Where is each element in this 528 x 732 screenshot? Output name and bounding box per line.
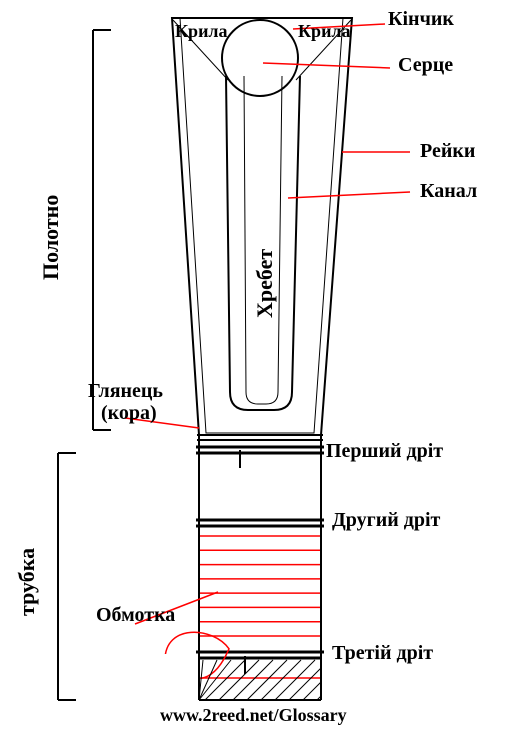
- label-blade-vertical: Полотно: [38, 195, 64, 280]
- heart-circle: [222, 20, 298, 96]
- label-tube-vertical: трубка: [14, 548, 40, 616]
- hatch-line: [199, 660, 217, 700]
- blade-inner-outline: [180, 18, 343, 433]
- label-wire-2: Другий дріт: [332, 509, 440, 531]
- label-spine-vertical: Хребет: [252, 249, 278, 318]
- label-wings-right: Крила: [298, 22, 351, 42]
- leader-canal: [288, 192, 410, 198]
- label-canal: Канал: [420, 180, 477, 202]
- label-tip: Кінчик: [388, 8, 454, 30]
- label-wrap: Обмотка: [96, 604, 175, 626]
- leader-heart: [263, 63, 390, 68]
- label-wings-left: Крила: [175, 22, 228, 42]
- blade-outline: [172, 18, 352, 435]
- label-heart: Серце: [398, 54, 453, 76]
- label-rails: Рейки: [420, 140, 475, 162]
- channel-inner: [244, 76, 282, 404]
- hatch-mask-l: [0, 654, 198, 704]
- label-wire-3: Третій дріт: [332, 642, 433, 664]
- label-bark-1: Глянець: [88, 380, 163, 402]
- label-wire-1: Перший дріт: [326, 440, 443, 462]
- channel-outer: [226, 76, 300, 410]
- label-bark-2: (кора): [101, 402, 157, 424]
- hatch-line: [199, 660, 231, 700]
- footer-url: www.2reed.net/Glossary: [160, 706, 347, 726]
